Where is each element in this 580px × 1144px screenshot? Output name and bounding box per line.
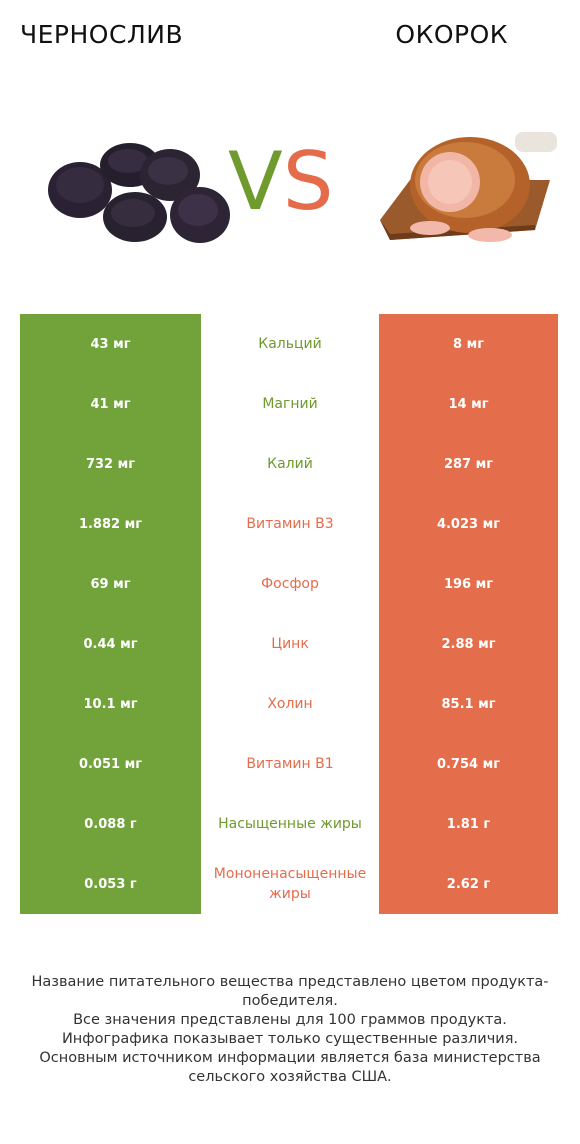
table-row: 0.088 г Насыщенные жиры 1.81 г [20, 794, 558, 854]
footer-line-3: Инфографика показывает только существенн… [61, 1031, 519, 1047]
right-product-title: ОКОРОК [395, 20, 508, 49]
left-product-title: ЧЕРНОСЛИВ [20, 20, 184, 49]
right-value: 0.754 мг [379, 734, 558, 794]
nutrient-name: Витамин B3 [201, 494, 379, 554]
ham-image [380, 132, 557, 242]
table-row: 0.051 мг Витамин B1 0.754 мг [20, 734, 558, 794]
table-row: 0.053 г Мононенасыщенные жиры 2.62 г [20, 854, 558, 914]
left-value: 1.882 мг [20, 494, 201, 554]
comparison-table: 43 мг Кальций 8 мг 41 мг Магний 14 мг 732 мг Ка… [20, 314, 558, 914]
vs-s: S [282, 135, 334, 228]
right-value: 2.88 мг [379, 614, 558, 674]
vs-label: VS [228, 142, 334, 222]
right-value: 8 мг [379, 314, 558, 374]
left-value: 43 мг [20, 314, 201, 374]
left-value: 0.44 мг [20, 614, 201, 674]
left-value: 41 мг [20, 374, 201, 434]
table-row: 0.44 мг Цинк 2.88 мг [20, 614, 558, 674]
right-value: 4.023 мг [379, 494, 558, 554]
table-row: 732 мг Калий 287 мг [20, 434, 558, 494]
nutrient-name: Цинк [201, 614, 379, 674]
table-row: 69 мг Фосфор 196 мг [20, 554, 558, 614]
nutrient-name: Насыщенные жиры [201, 794, 379, 854]
right-value: 2.62 г [379, 854, 558, 914]
nutrient-name: Витамин B1 [201, 734, 379, 794]
left-value: 10.1 мг [20, 674, 201, 734]
right-value: 85.1 мг [379, 674, 558, 734]
vs-v: V [228, 135, 283, 228]
nutrient-name: Кальций [201, 314, 379, 374]
table-row: 1.882 мг Витамин B3 4.023 мг [20, 494, 558, 554]
right-value: 196 мг [379, 554, 558, 614]
left-value: 0.053 г [20, 854, 201, 914]
nutrient-name: Фосфор [201, 554, 379, 614]
footer-line-2: Все значения представлены для 100 граммо… [73, 1012, 507, 1028]
left-value: 0.088 г [20, 794, 201, 854]
left-value: 732 мг [20, 434, 201, 494]
left-value: 0.051 мг [20, 734, 201, 794]
right-value: 1.81 г [379, 794, 558, 854]
nutrient-name: Холин [201, 674, 379, 734]
right-value: 287 мг [379, 434, 558, 494]
table-row: 43 мг Кальций 8 мг [20, 314, 558, 374]
footer-line-1: Название питательного вещества представл… [31, 974, 549, 1009]
nutrient-name: Мононенасыщенные жиры [201, 854, 379, 914]
table-row: 10.1 мг Холин 85.1 мг [20, 674, 558, 734]
footer-line-4: Основным источником информации является … [39, 1050, 541, 1085]
left-value: 69 мг [20, 554, 201, 614]
table-row: 41 мг Магний 14 мг [20, 374, 558, 434]
nutrient-name: Калий [201, 434, 379, 494]
nutrient-name: Магний [201, 374, 379, 434]
footer-notes: Название питательного вещества представл… [20, 973, 560, 1087]
right-value: 14 мг [379, 374, 558, 434]
prunes-image [48, 143, 230, 243]
